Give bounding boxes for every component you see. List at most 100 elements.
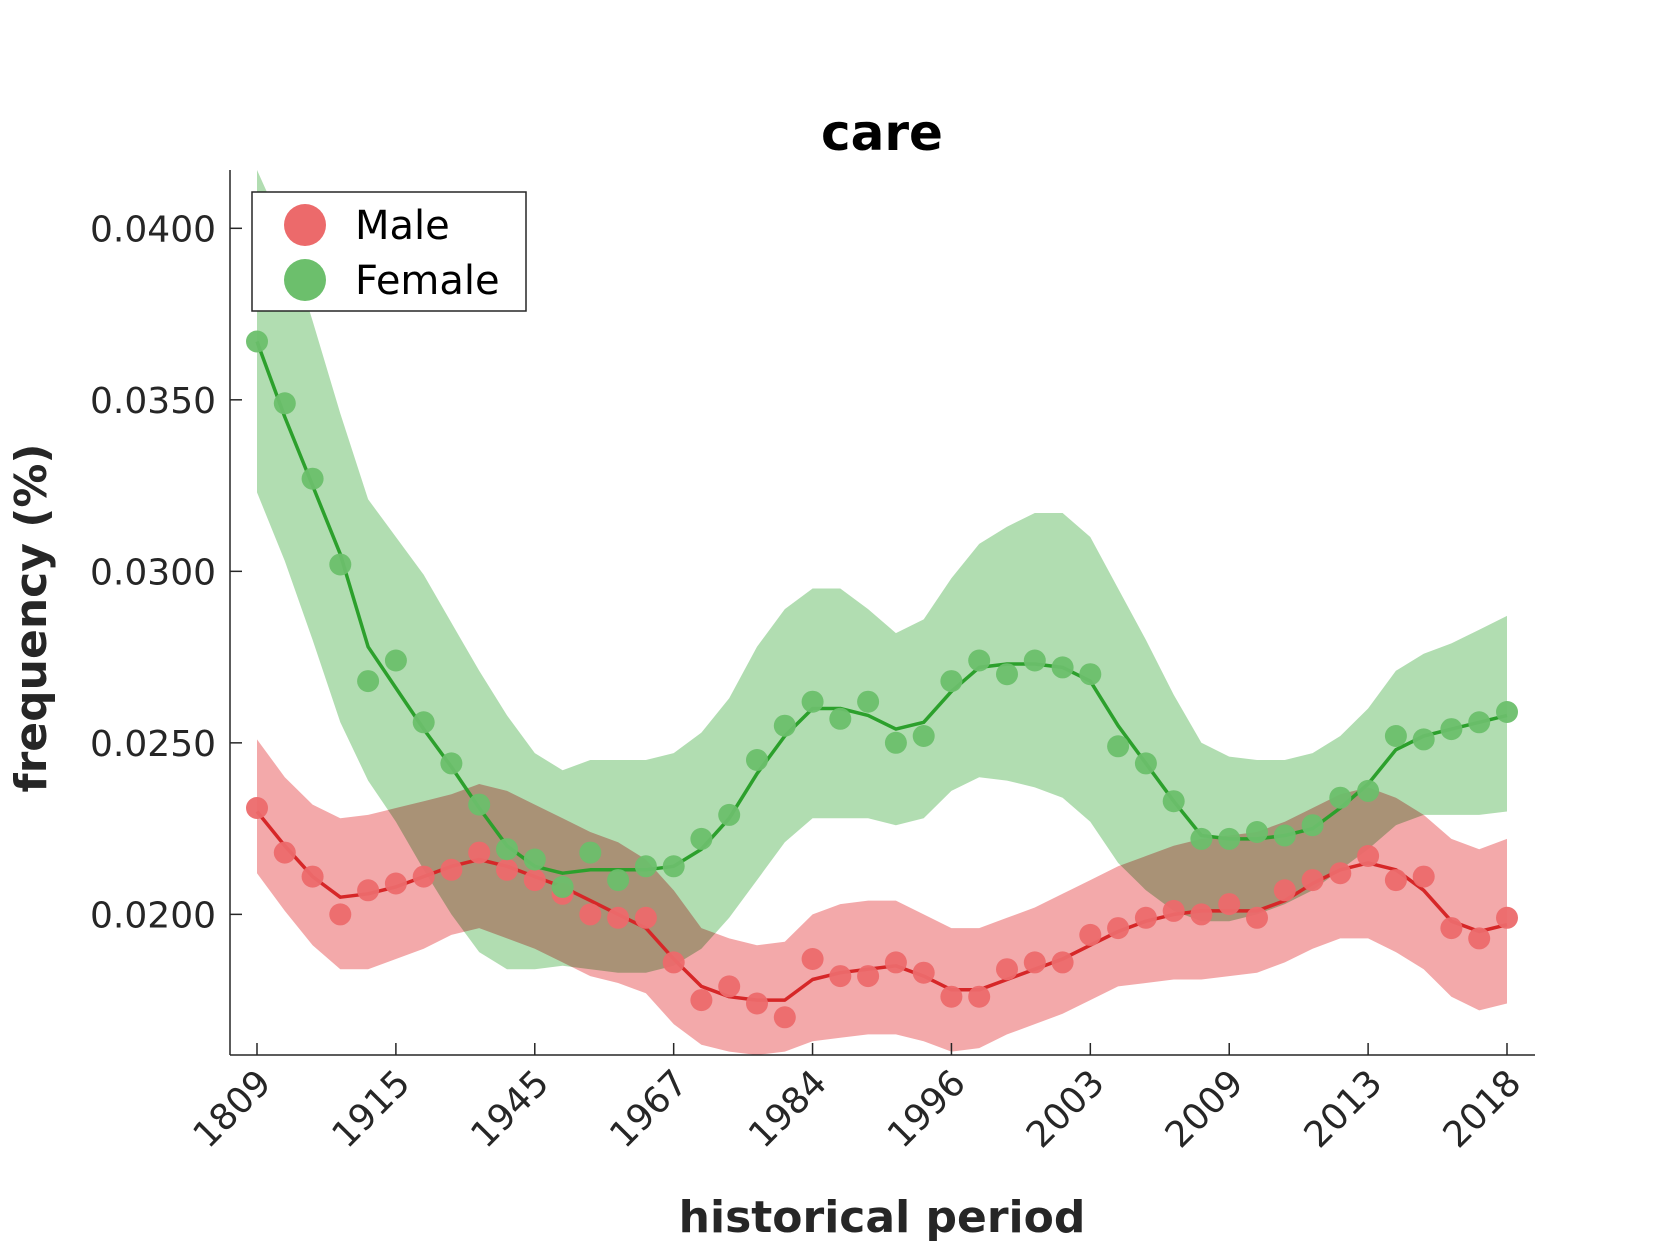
y-tick-label: 0.0300 [90, 552, 216, 593]
female-data-point [1357, 779, 1380, 802]
male-data-point [801, 948, 824, 970]
male-data-point [1023, 951, 1046, 974]
male-data-point [579, 903, 602, 926]
female-data-point [440, 752, 463, 775]
male-data-point [1496, 906, 1518, 929]
female-data-point [746, 749, 768, 771]
male-data-point [1134, 906, 1157, 929]
male-data-point [1190, 903, 1213, 926]
male-data-point [1357, 845, 1380, 867]
female-data-point [773, 714, 796, 737]
female-data-point [1023, 649, 1046, 672]
female-data-point [1107, 735, 1130, 758]
female-data-point [996, 663, 1018, 686]
male-data-point [1051, 951, 1074, 974]
male-data-point [996, 958, 1018, 981]
male-data-point [968, 985, 991, 1008]
male-data-point [662, 951, 685, 974]
female-data-point [273, 392, 296, 415]
male-data-point [1301, 869, 1324, 892]
male-data-point [1412, 865, 1435, 888]
female-data-point [1468, 711, 1491, 734]
female-data-point [1246, 821, 1268, 843]
male-data-point [829, 965, 852, 988]
y-tick-label: 0.0200 [90, 895, 216, 936]
female-confidence-band [257, 170, 1507, 973]
male-data-point [357, 879, 380, 902]
male-trend-line [255, 810, 1508, 1002]
male-data-point [746, 992, 768, 1015]
female-data-point [1273, 824, 1296, 847]
male-data-point [329, 903, 352, 926]
female-data-point [496, 838, 518, 861]
female-data-point [801, 690, 824, 713]
female-data-point [718, 803, 741, 826]
male-data-point [273, 841, 296, 864]
female-data-point [357, 670, 380, 693]
female-data-point [1384, 725, 1407, 747]
female-data-point [1079, 663, 1102, 686]
male-data-point [1107, 917, 1130, 940]
female-data-point [884, 731, 907, 754]
trend-lines [255, 340, 1508, 1002]
male-data-point [857, 965, 880, 988]
x-axis-title: historical period [679, 1192, 1086, 1243]
male-data-point [607, 906, 630, 929]
male-data-point [1329, 862, 1352, 885]
confidence-bands [257, 170, 1507, 1055]
female-data-point [1412, 728, 1435, 751]
male-data-point [412, 865, 435, 888]
female-data-point [412, 711, 435, 734]
male-data-point [1468, 927, 1491, 950]
y-tick-label: 0.0250 [90, 724, 216, 765]
female-data-point [1162, 790, 1185, 813]
female-data-point [829, 707, 852, 730]
chart-title: care [821, 104, 943, 162]
female-data-point [1190, 827, 1213, 850]
male-data-point [690, 989, 713, 1012]
female-data-point [1496, 701, 1518, 723]
female-data-point [551, 875, 574, 898]
female-data-point [690, 827, 713, 850]
male-data-point [301, 865, 324, 888]
male-data-point [884, 951, 907, 974]
female-data-point [662, 855, 685, 878]
male-data-point [1246, 906, 1268, 929]
female-data-point [634, 855, 657, 878]
male-data-point [1440, 917, 1463, 940]
male-data-point [1079, 923, 1102, 946]
female-data-point [523, 848, 546, 871]
male-data-point [1218, 893, 1241, 916]
male-data-point [1384, 869, 1407, 892]
y-axis-title: frequency (%) [6, 443, 57, 792]
female-trend-line [255, 340, 1508, 875]
male-data-point [773, 1006, 796, 1029]
female-data-point [384, 649, 407, 672]
male-data-point [718, 975, 741, 998]
female-data-point [1051, 656, 1074, 679]
male-data-point [384, 872, 407, 895]
female-data-point [579, 841, 602, 864]
male-data-point [1273, 879, 1296, 902]
female-data-point [246, 330, 268, 353]
male-data-point [912, 961, 935, 984]
female-data-point [329, 553, 352, 576]
female-data-point [968, 649, 991, 672]
female-data-point [912, 725, 935, 747]
legend-label-female: Female [355, 258, 500, 304]
legend-marker-female [284, 259, 326, 301]
legend-marker-male [284, 204, 326, 246]
male-data-point [496, 858, 518, 881]
female-data-point [857, 690, 880, 713]
male-data-point [468, 841, 491, 864]
y-tick-label: 0.0400 [90, 209, 216, 250]
legend: Male Female [251, 191, 527, 312]
female-data-point [1329, 786, 1352, 809]
female-data-point [1134, 752, 1157, 775]
data-points [246, 330, 1518, 1029]
female-data-point [301, 467, 324, 490]
male-data-point [940, 985, 963, 1008]
female-data-point [607, 869, 630, 892]
female-data-point [468, 793, 491, 816]
